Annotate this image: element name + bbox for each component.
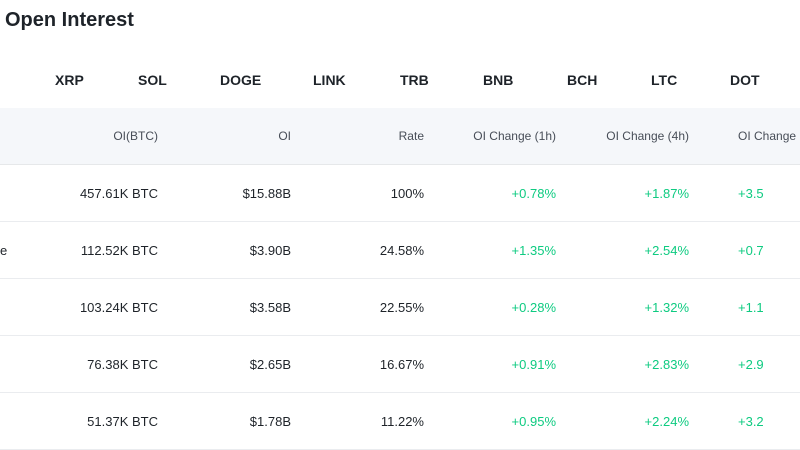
rate-value: 24.58% (379, 242, 424, 258)
change-24h-value: +2.9 (738, 356, 764, 372)
table-row[interactable]: 51.37K BTC $1.78B 11.22% +0.95% +2.24% +… (0, 393, 800, 450)
rate-value: 11.22% (380, 413, 424, 429)
rate-value: 16.67% (379, 356, 424, 372)
coin-tabs: XRP SOL DOGE LINK TRB BNB BCH LTC DOT (0, 60, 800, 100)
rate-value: 22.55% (379, 299, 424, 315)
change-1h-value: +0.78% (511, 185, 556, 201)
tab-xrp[interactable]: XRP (55, 72, 84, 88)
column-header-change-1h[interactable]: OI Change (1h) (473, 129, 556, 143)
change-4h-value: +2.83% (644, 356, 689, 372)
oi-btc-value: 51.37K BTC (87, 413, 158, 429)
column-header-oi[interactable]: OI (278, 129, 291, 143)
change-24h-value: +3.2 (738, 413, 764, 429)
oi-btc-value: 103.24K BTC (79, 299, 158, 315)
exchange-name: e (0, 242, 8, 258)
tab-doge[interactable]: DOGE (220, 72, 262, 88)
tab-bch[interactable]: BCH (567, 72, 598, 88)
column-header-change-4h[interactable]: OI Change (4h) (606, 129, 689, 143)
change-1h-value: +0.28% (511, 299, 556, 315)
column-header-rate[interactable]: Rate (398, 129, 424, 143)
table-row[interactable]: 457.61K BTC $15.88B 100% +0.78% +1.87% +… (0, 165, 800, 222)
oi-value: $15.88B (242, 185, 291, 201)
table-header: OI(BTC) OI Rate OI Change (1h) OI Change… (0, 108, 800, 165)
tab-sol[interactable]: SOL (138, 72, 167, 88)
change-1h-value: +0.91% (511, 356, 556, 372)
change-1h-value: +1.35% (511, 242, 556, 258)
oi-value: $3.58B (249, 299, 291, 315)
oi-value: $1.78B (249, 413, 291, 429)
table-body: 457.61K BTC $15.88B 100% +0.78% +1.87% +… (0, 165, 800, 450)
change-4h-value: +1.32% (644, 299, 689, 315)
oi-btc-value: 112.52K BTC (80, 242, 158, 258)
oi-value: $3.90B (249, 242, 291, 258)
column-header-oi-btc[interactable]: OI(BTC) (113, 129, 158, 143)
tab-link[interactable]: LINK (313, 72, 346, 88)
table-row[interactable]: 76.38K BTC $2.65B 16.67% +0.91% +2.83% +… (0, 336, 800, 393)
change-4h-value: +2.54% (644, 242, 689, 258)
oi-btc-value: 76.38K BTC (87, 356, 158, 372)
change-4h-value: +1.87% (644, 185, 689, 201)
oi-btc-value: 457.61K BTC (79, 185, 158, 201)
change-1h-value: +0.95% (511, 413, 556, 429)
change-24h-value: +1.1 (738, 299, 764, 315)
change-24h-value: +3.5 (738, 185, 764, 201)
tab-trb[interactable]: TRB (400, 72, 429, 88)
tab-ltc[interactable]: LTC (651, 72, 678, 88)
page-title: Open Interest (5, 9, 134, 31)
tab-bnb[interactable]: BNB (483, 72, 514, 88)
change-24h-value: +0.7 (738, 242, 764, 258)
change-4h-value: +2.24% (644, 413, 689, 429)
rate-value: 100% (390, 185, 424, 201)
tab-dot[interactable]: DOT (730, 72, 760, 88)
table-row[interactable]: 103.24K BTC $3.58B 22.55% +0.28% +1.32% … (0, 279, 800, 336)
column-header-change-24h[interactable]: OI Change ( (738, 129, 800, 143)
table-row[interactable]: e 112.52K BTC $3.90B 24.58% +1.35% +2.54… (0, 222, 800, 279)
oi-value: $2.65B (249, 356, 291, 372)
